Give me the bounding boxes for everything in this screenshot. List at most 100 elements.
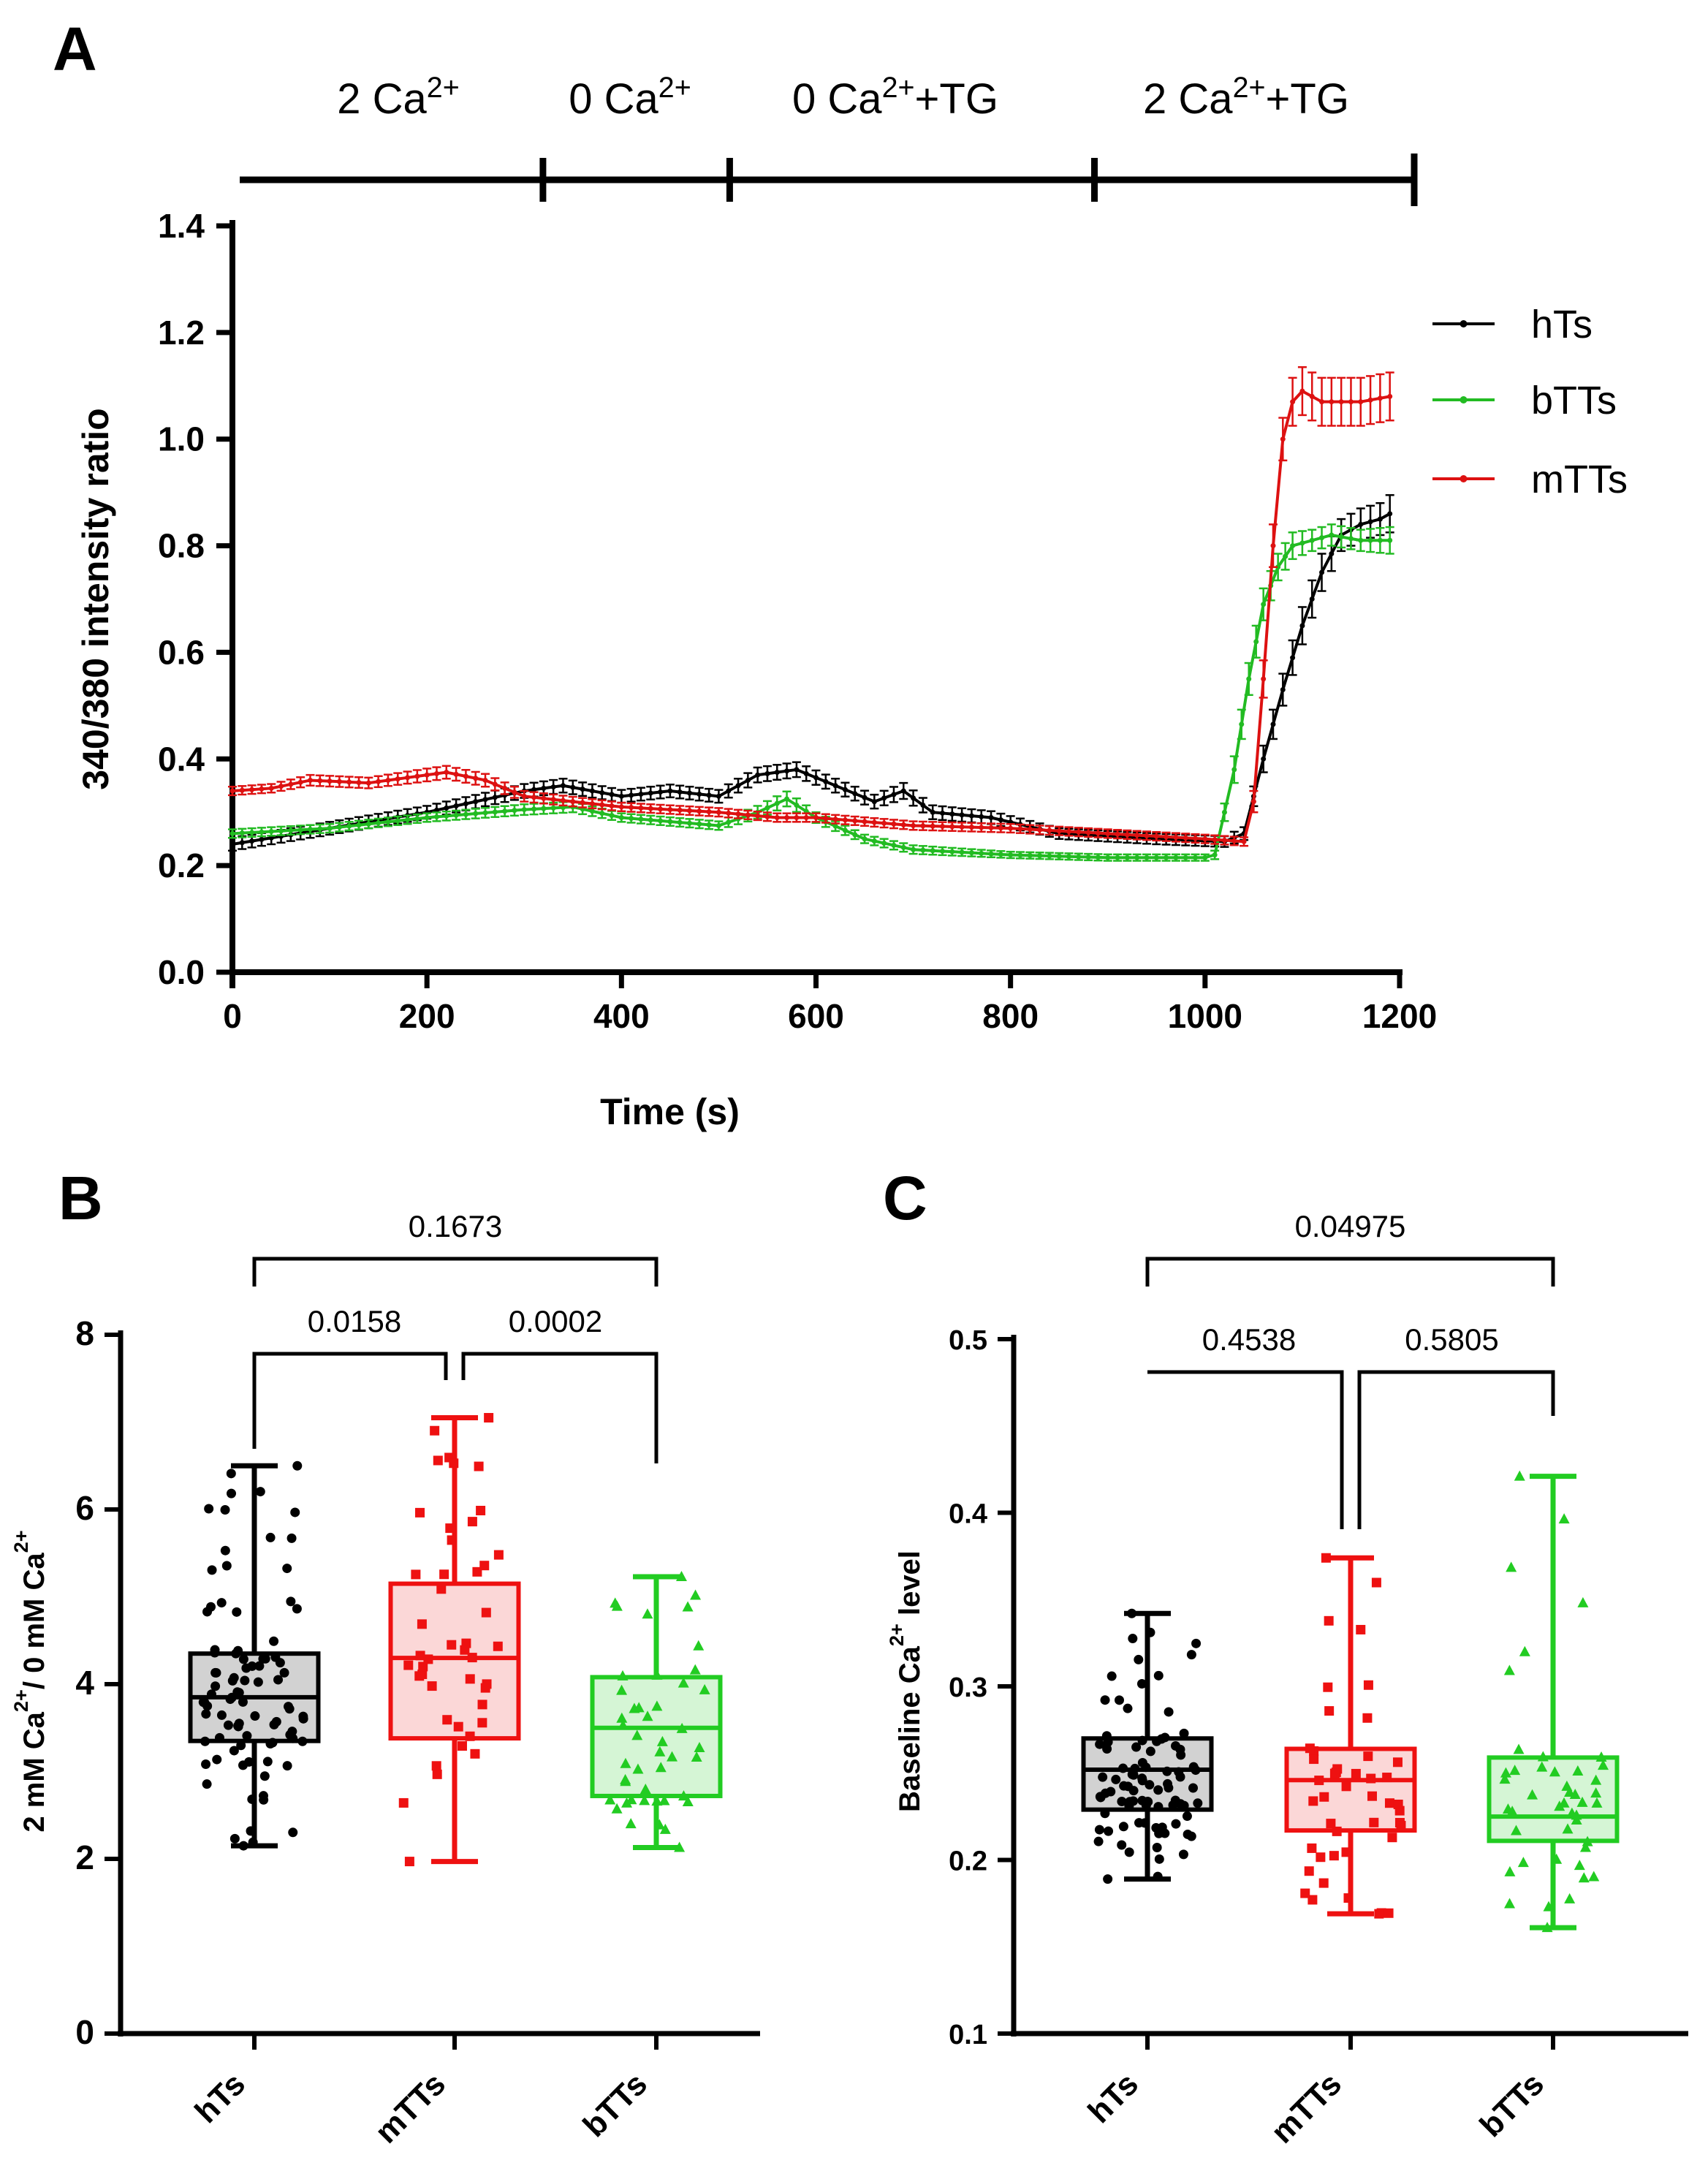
point-bTTs	[611, 1600, 623, 1611]
data-point-hTs	[813, 775, 819, 781]
point-mTTs	[1351, 1768, 1361, 1778]
data-point-bTTs	[949, 849, 955, 855]
data-point-hTs	[433, 807, 439, 813]
point-hTs	[1143, 1797, 1153, 1807]
point-bTTs	[639, 1795, 650, 1806]
data-point-mTTs	[1290, 399, 1296, 405]
point-hTs	[1137, 1758, 1147, 1768]
data-point-bTTs	[346, 823, 352, 829]
data-point-mTTs	[414, 773, 420, 779]
point-hTs	[223, 1720, 233, 1730]
point-hTs	[1128, 1634, 1138, 1644]
point-hTs	[1094, 1825, 1104, 1835]
data-point-mTTs	[531, 795, 537, 800]
bracket-line	[1145, 1257, 1555, 1287]
point-bTTs	[1595, 1751, 1607, 1762]
point-bTTs	[642, 1608, 653, 1619]
data-point-bTTs	[1037, 853, 1043, 859]
data-point-bTTs	[638, 817, 644, 822]
data-point-mTTs	[774, 815, 780, 821]
data-point-mTTs	[463, 773, 468, 779]
data-point-mTTs	[580, 800, 585, 806]
point-mTTs	[461, 1638, 471, 1648]
x-tick-label-a: 1200	[1362, 997, 1437, 1035]
point-hTs	[1123, 1703, 1133, 1713]
data-point-hTs	[852, 791, 858, 797]
point-mTTs	[457, 1741, 467, 1751]
point-bTTs	[1578, 1872, 1590, 1883]
point-mTTs	[1362, 1713, 1373, 1723]
phase-label: 0 Ca2+	[569, 72, 691, 123]
point-hTs	[1153, 1670, 1164, 1681]
data-point-bTTs	[1239, 721, 1245, 727]
point-bTTs	[1591, 1797, 1603, 1808]
point-mTTs	[1393, 1799, 1403, 1809]
point-bTTs	[626, 1794, 637, 1805]
point-bTTs	[617, 1719, 629, 1730]
point-mTTs	[1309, 1754, 1319, 1765]
data-point-mTTs	[1017, 826, 1023, 832]
point-hTs	[206, 1602, 216, 1612]
point-hTs	[259, 1771, 270, 1781]
point-hTs	[206, 1689, 216, 1700]
point-mTTs	[1376, 1908, 1386, 1918]
box-group-bTTs	[1487, 1470, 1620, 1933]
point-bTTs	[1514, 1470, 1525, 1481]
data-point-bTTs	[239, 830, 245, 836]
point-mTTs	[445, 1523, 455, 1534]
data-point-mTTs	[433, 770, 439, 776]
data-point-bTTs	[852, 832, 858, 838]
point-hTs	[233, 1721, 243, 1731]
point-bTTs	[616, 1712, 628, 1723]
data-point-mTTs	[1367, 397, 1373, 403]
point-mTTs	[472, 1566, 482, 1577]
point-hTs	[287, 1727, 297, 1737]
series-hTs	[228, 494, 1394, 852]
data-point-mTTs	[405, 775, 411, 781]
point-bTTs	[677, 1677, 689, 1688]
data-point-bTTs	[920, 847, 926, 853]
data-point-mTTs	[813, 815, 819, 821]
data-point-hTs	[531, 787, 537, 792]
point-hTs	[273, 1675, 284, 1685]
comparison-bracket-C	[1357, 1370, 1555, 1529]
point-bTTs	[1517, 1857, 1529, 1868]
point-hTs	[247, 1794, 257, 1804]
p-value-label: 0.0158	[308, 1304, 401, 1338]
point-hTs	[1100, 1695, 1110, 1705]
x-tick-label-a: 200	[399, 997, 455, 1035]
point-hTs	[1186, 1650, 1196, 1660]
phase-label: 0 Ca2++TG	[792, 72, 998, 123]
point-hTs	[290, 1507, 300, 1518]
x-tick-label-B: hTs	[188, 2066, 252, 2130]
data-point-mTTs	[706, 808, 712, 814]
comparison-bracket-B	[252, 1257, 658, 1287]
data-point-hTs	[259, 836, 265, 842]
point-hTs	[1125, 1797, 1135, 1807]
data-point-mTTs	[1338, 399, 1344, 405]
data-point-mTTs	[959, 824, 965, 830]
y-tick-label-B: 4	[75, 1664, 94, 1702]
point-hTs	[1118, 1822, 1128, 1832]
point-mTTs	[470, 1748, 480, 1759]
legend-label-mTTs: mTTs	[1531, 458, 1628, 501]
phase-label: 2 Ca2++TG	[1143, 72, 1349, 123]
data-point-hTs	[881, 795, 887, 801]
point-hTs	[238, 1841, 248, 1851]
point-bTTs	[639, 1784, 651, 1795]
point-hTs	[220, 1545, 230, 1556]
data-point-bTTs	[1047, 853, 1052, 859]
point-mTTs	[1321, 1553, 1331, 1563]
data-point-bTTs	[891, 842, 897, 848]
point-hTs	[1104, 1826, 1114, 1836]
legend-marker-mTTs	[1460, 475, 1468, 482]
data-point-mTTs	[444, 770, 449, 776]
point-hTs	[1137, 1776, 1147, 1786]
data-point-hTs	[550, 784, 556, 790]
point-hTs	[1179, 1800, 1189, 1811]
data-point-hTs	[686, 790, 692, 796]
panel-letter-a: A	[53, 15, 97, 83]
point-hTs	[1103, 1874, 1113, 1884]
data-point-hTs	[911, 795, 916, 801]
data-point-bTTs	[1387, 537, 1393, 543]
